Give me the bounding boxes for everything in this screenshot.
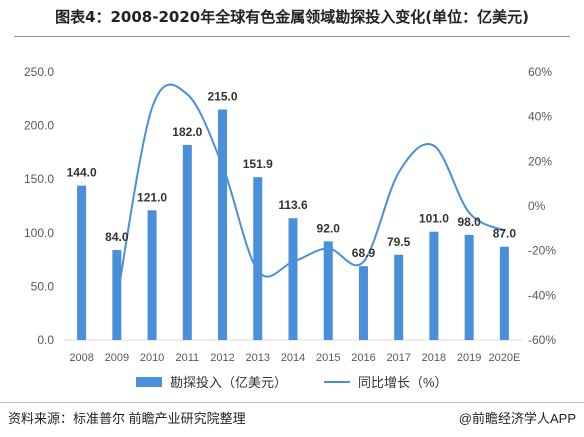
- x-tick-label: 2008: [69, 352, 93, 364]
- y-right-tick-label: -40%: [528, 288, 556, 302]
- legend-line-swatch: [324, 381, 350, 383]
- brand-credit: @前瞻经济学人APP: [459, 408, 576, 427]
- legend-item-line: 同比增长（%）: [324, 372, 448, 391]
- x-tick-label: 2010: [140, 352, 164, 364]
- bar: [359, 266, 368, 340]
- y-right-tick-label: 0%: [528, 199, 546, 213]
- x-tick-label: 2015: [316, 352, 340, 364]
- x-tick-label: 2009: [105, 352, 129, 364]
- bar-value-label: 113.6: [278, 198, 308, 212]
- bar-value-label: 87.0: [493, 227, 517, 241]
- legend-bar-label: 勘探投入（亿美元）: [170, 372, 287, 391]
- legend-line-label: 同比增长（%）: [358, 372, 448, 391]
- y-left-tick-label: 150.0: [24, 172, 54, 186]
- bar: [324, 241, 333, 340]
- legend-item-bar: 勘探投入（亿美元）: [136, 372, 287, 391]
- growth-line: [117, 85, 505, 300]
- bar: [253, 177, 262, 340]
- bar-value-label: 98.0: [457, 215, 481, 229]
- footer-divider: [0, 402, 584, 403]
- y-right-tick-label: -20%: [528, 244, 556, 258]
- x-tick-label: 2016: [351, 352, 375, 364]
- bar: [465, 235, 474, 340]
- x-tick-label: 2013: [246, 352, 270, 364]
- bar-value-label: 121.0: [137, 190, 167, 204]
- bar-value-label: 101.0: [419, 212, 449, 226]
- x-tick-label: 2011: [175, 352, 199, 364]
- x-tick-label: 2017: [386, 352, 410, 364]
- y-left-tick-label: 0.0: [37, 333, 54, 347]
- bar: [148, 210, 157, 340]
- bar-value-label: 144.0: [67, 166, 97, 180]
- legend-bar-swatch: [136, 377, 162, 387]
- bar: [289, 218, 298, 340]
- bar: [183, 145, 192, 340]
- bar-value-label: 182.0: [172, 125, 202, 139]
- bar: [218, 110, 227, 340]
- bar: [394, 255, 403, 340]
- y-right-tick-label: 40%: [528, 110, 552, 124]
- x-tick-label: 2012: [210, 352, 234, 364]
- y-right-tick-label: 60%: [528, 65, 552, 79]
- y-left-tick-label: 50.0: [31, 279, 55, 293]
- y-right-tick-label: 20%: [528, 154, 552, 168]
- source-note: 资料来源：标准普尔 前瞻产业研究院整理: [8, 408, 246, 427]
- x-tick-label: 2014: [281, 352, 305, 364]
- bar-value-label: 68.9: [352, 246, 376, 260]
- y-left-tick-label: 100.0: [24, 226, 54, 240]
- x-tick-label: 2019: [457, 352, 481, 364]
- bar-value-label: 215.0: [208, 90, 238, 104]
- y-left-tick-label: 250.0: [24, 65, 54, 79]
- y-right-tick-label: -60%: [528, 333, 556, 347]
- bar: [429, 232, 438, 340]
- bar-value-label: 84.0: [105, 230, 129, 244]
- bar-value-label: 92.0: [317, 221, 341, 235]
- bar: [500, 247, 509, 340]
- y-left-tick-label: 200.0: [24, 119, 54, 133]
- x-tick-label: 2020E: [488, 352, 520, 364]
- x-tick-label: 2018: [422, 352, 446, 364]
- bar-value-label: 79.5: [387, 235, 411, 249]
- bar: [77, 186, 86, 340]
- chart-legend: 勘探投入（亿美元） 同比增长（%）: [0, 372, 584, 392]
- bar-value-label: 151.9: [243, 157, 273, 171]
